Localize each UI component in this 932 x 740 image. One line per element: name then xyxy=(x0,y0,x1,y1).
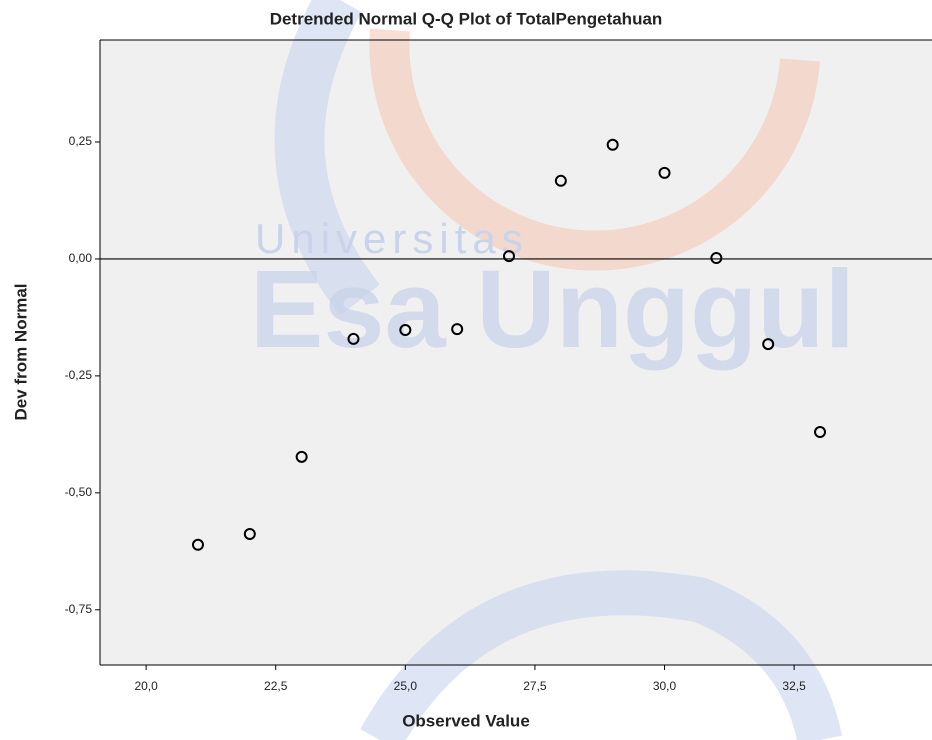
y-tick-label: 0,25 xyxy=(69,134,93,148)
x-tick-label: 27,5 xyxy=(523,679,547,693)
x-tick-label: 25,0 xyxy=(394,679,418,693)
data-point xyxy=(814,426,827,439)
data-point xyxy=(451,323,464,336)
data-point xyxy=(606,138,619,151)
y-tick-label: -0,25 xyxy=(65,368,93,382)
data-point xyxy=(399,324,412,337)
y-tick-label: -0,50 xyxy=(65,485,93,499)
y-tick-label: -0,75 xyxy=(65,602,93,616)
chart-title: Detrended Normal Q-Q Plot of TotalPenget… xyxy=(270,9,663,28)
x-axis-label: Observed Value xyxy=(402,711,530,730)
watermark-text: Esa Unggul xyxy=(250,248,855,371)
data-point xyxy=(503,250,516,263)
y-tick-label: 0,00 xyxy=(69,251,93,265)
data-point xyxy=(554,174,567,187)
data-point xyxy=(243,528,256,541)
data-point xyxy=(191,538,204,551)
x-tick-label: 20,0 xyxy=(134,679,158,693)
data-point xyxy=(710,252,723,265)
watermark-arc xyxy=(360,570,843,740)
watermark-arc xyxy=(274,0,380,316)
watermark-arc xyxy=(369,28,820,271)
data-point xyxy=(762,338,775,351)
data-point xyxy=(658,166,671,179)
x-tick-label: 22,5 xyxy=(264,679,288,693)
x-tick-label: 32,5 xyxy=(782,679,806,693)
data-point xyxy=(295,450,308,463)
watermark-text: Universitas xyxy=(255,215,529,262)
x-tick-label: 30,0 xyxy=(653,679,677,693)
y-axis-label: Dev from Normal xyxy=(11,284,30,421)
data-point xyxy=(347,332,360,345)
